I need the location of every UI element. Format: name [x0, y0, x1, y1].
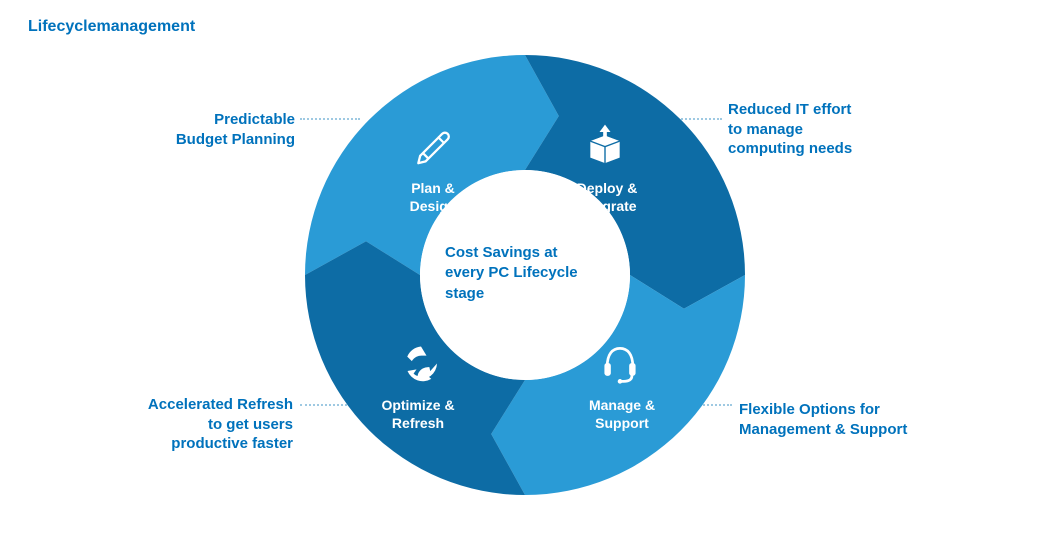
callout-manage-support: Flexible Options forManagement & Support	[739, 400, 959, 439]
recycle-icon	[398, 340, 444, 386]
segment-label-plan-design: Plan &Design	[378, 180, 488, 215]
segment-label-manage-support: Manage &Support	[567, 397, 677, 432]
box-icon	[582, 120, 628, 166]
segment-label-optimize-refresh: Optimize &Refresh	[363, 397, 473, 432]
page-title: Lifecyclemanagement	[28, 18, 195, 36]
callout-optimize-refresh: Accelerated Refreshto get usersproductiv…	[88, 395, 293, 454]
callout-plan-design: PredictableBudget Planning	[115, 110, 295, 149]
pencil-icon	[410, 120, 456, 166]
callout-deploy-integrate: Reduced IT effortto managecomputing need…	[728, 100, 928, 159]
headset-icon	[597, 340, 643, 386]
segment-label-deploy-integrate: Deploy &Integrate	[552, 180, 662, 215]
center-text: Cost Savings at every PC Lifecycle stage	[445, 243, 595, 304]
